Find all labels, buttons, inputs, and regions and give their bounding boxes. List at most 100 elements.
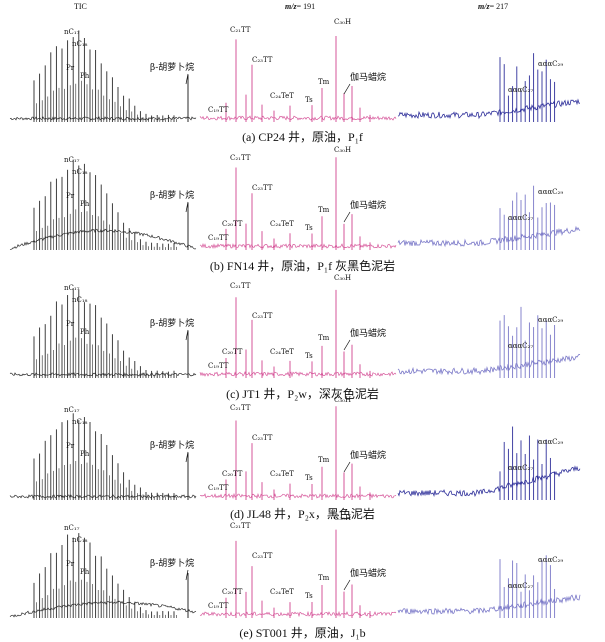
peak-label: Tm <box>318 78 330 86</box>
caption-e: (e) ST001 井，原油，J₁b <box>239 626 366 640</box>
m217-baseline <box>397 594 581 616</box>
peak-label: Tm <box>318 574 330 582</box>
mz191-header: m/z= 191 <box>285 2 315 11</box>
peak-label: C₃₀H <box>334 514 351 522</box>
peak-label: nC₁₈ <box>72 536 88 544</box>
peak-label: Ts <box>305 224 313 232</box>
peak-label: αααC₂₉ <box>538 316 563 324</box>
peak-label: β-胡萝卜烷 <box>150 557 194 569</box>
peak-label: C₂₁TT <box>230 404 251 412</box>
peak-label: αααC₂₇ <box>508 342 533 350</box>
peak-label: β-胡萝卜烷 <box>150 439 194 451</box>
peak-label: Tm <box>318 206 330 214</box>
m191-baseline <box>199 242 397 250</box>
peak-label: C₂₁TT <box>230 522 251 530</box>
mz217-header: m/z= 217 <box>478 2 508 11</box>
peak-label: C₂₀TT <box>222 348 243 356</box>
peak-label: αααC₂₉ <box>538 188 563 196</box>
peak-label: Ph <box>80 450 90 458</box>
tic-baseline <box>9 494 197 499</box>
peak-label: β-胡萝卜烷 <box>150 317 194 329</box>
mz191-value: = 191 <box>296 2 316 11</box>
peak-label: 伽马蜡烷 <box>350 449 386 461</box>
peak-label: Pr <box>66 560 75 568</box>
peak-label: nC₁₇ <box>64 284 80 292</box>
peak-label: Pr <box>66 442 75 450</box>
peak-label: C₂₀TT <box>222 220 243 228</box>
beta-carotane-arrow <box>185 201 189 213</box>
m217-baseline <box>397 465 581 498</box>
peak-label: C₁₉TT <box>208 484 229 492</box>
beta-carotane-arrow <box>185 73 189 85</box>
caption-c: (c) JT1 井，P₂w，深灰色泥岩 <box>226 387 379 401</box>
peak-label: αααC₂₇ <box>508 464 533 472</box>
peak-label: 伽马蜡烷 <box>350 327 386 339</box>
peak-label: Ph <box>80 568 90 576</box>
caption-d: (d) JL48 井，P₂x，黑色泥岩 <box>230 507 375 521</box>
m217-baseline <box>397 225 581 248</box>
m191-baseline <box>199 610 397 618</box>
caption-a: (a) CP24 井，原油，P₁f <box>242 130 363 144</box>
peak-label: C₁₉TT <box>208 234 229 242</box>
peak-label: nC₁₇ <box>64 156 80 164</box>
peak-label: 伽马蜡烷 <box>350 567 386 579</box>
peak-label: nC₁₇ <box>64 406 80 414</box>
peak-label: Tm <box>318 456 330 464</box>
peak-label: C₂₃TT <box>252 552 273 560</box>
tic-header: TIC <box>74 2 87 11</box>
peak-label: C₂₃TT <box>252 184 273 192</box>
peak-label: C₂₃TT <box>252 56 273 64</box>
peak-label: Ph <box>80 200 90 208</box>
peak-label: C₂₄TeT <box>270 220 294 228</box>
tic-baseline <box>9 371 197 377</box>
peak-label: β-胡萝卜烷 <box>150 189 194 201</box>
peak-label: αααC₂₇ <box>508 86 533 94</box>
mz217-prefix: m/z <box>478 2 490 11</box>
mz217-value: = 217 <box>489 2 509 11</box>
peak-label: Pr <box>66 64 75 72</box>
beta-carotane-arrow <box>185 329 189 341</box>
peak-label: αααC₂₉ <box>538 60 563 68</box>
peak-label: C₂₀TT <box>222 588 243 596</box>
peak-label: C₂₄TeT <box>270 470 294 478</box>
peak-label: Ts <box>305 352 313 360</box>
peak-label: αααC₂₉ <box>538 438 563 446</box>
tic-baseline <box>9 228 197 250</box>
peak-label: C₁₉TT <box>208 106 229 114</box>
peak-label: C₃₀H <box>334 146 351 154</box>
peak-label: Ts <box>305 592 313 600</box>
peak-label: C₂₁TT <box>230 154 251 162</box>
m217-baseline <box>397 98 580 120</box>
m217-baseline <box>397 353 581 376</box>
peak-label: C₃₀H <box>334 274 351 282</box>
m191-baseline <box>199 370 397 378</box>
peak-label: Ts <box>305 96 313 104</box>
peak-label: αααC₂₇ <box>508 214 533 222</box>
peak-label: Pr <box>66 192 75 200</box>
peak-label: nC₁₈ <box>72 296 88 304</box>
gammacerane-arrow <box>343 461 351 473</box>
gammacerane-arrow <box>343 83 351 95</box>
peak-label: nC₁₇ <box>64 28 80 36</box>
peak-label: nC₁₈ <box>72 418 88 426</box>
peak-label: β-胡萝卜烷 <box>150 61 194 73</box>
gammacerane-arrow <box>343 211 351 223</box>
peak-label: Tm <box>318 334 330 342</box>
peak-label: C₂₁TT <box>230 26 251 34</box>
peak-label: Ts <box>305 474 313 482</box>
beta-carotane-arrow <box>185 569 189 581</box>
tic-baseline <box>9 600 197 618</box>
peak-label: C₂₃TT <box>252 312 273 320</box>
peak-label: 伽马蜡烷 <box>350 71 386 83</box>
peak-label: αααC₂₇ <box>508 582 533 590</box>
beta-carotane-arrow <box>185 451 189 463</box>
peak-label: nC₁₈ <box>72 40 88 48</box>
tic-baseline <box>9 116 197 121</box>
mz191-prefix: m/z <box>285 2 297 11</box>
peak-label: C₂₃TT <box>252 434 273 442</box>
peak-label: C₂₁TT <box>230 282 251 290</box>
peak-label: C₂₀TT <box>222 470 243 478</box>
peak-label: C₃₀H <box>334 396 351 404</box>
m191-baseline <box>199 492 397 500</box>
peak-label: Pr <box>66 320 75 328</box>
